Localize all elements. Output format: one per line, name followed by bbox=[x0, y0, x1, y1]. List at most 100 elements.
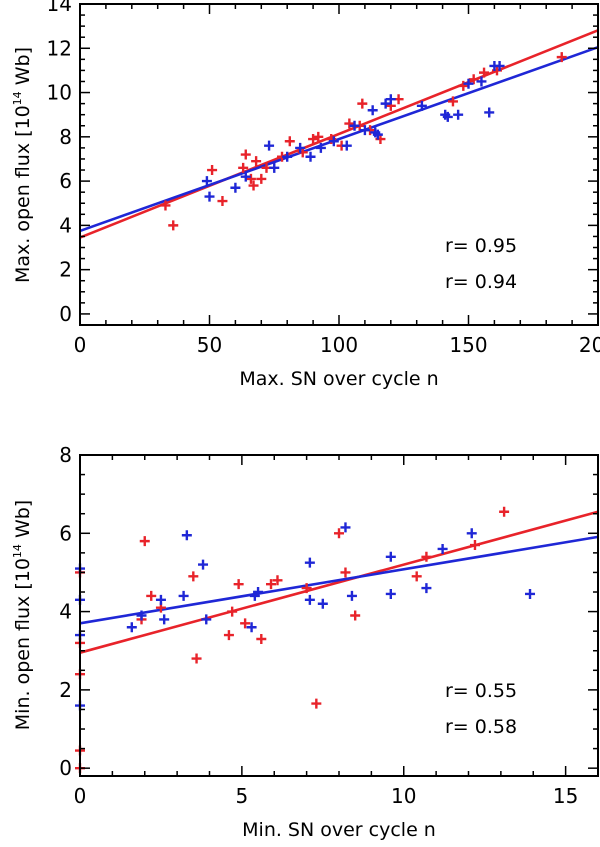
top-y-tick-label: 4 bbox=[59, 213, 72, 237]
bottom-x-tick-label: 10 bbox=[391, 784, 416, 808]
bottom-y-axis-label: Min. open flux [1014 Wb] bbox=[11, 500, 34, 730]
bottom-point-red-6 bbox=[139, 536, 150, 547]
bottom-point-blue-11 bbox=[201, 614, 212, 625]
top-point-blue-7 bbox=[295, 142, 306, 153]
bottom-x-tick-labels: 0 5 10 15 bbox=[74, 784, 579, 808]
bottom-y-tick-label: 8 bbox=[59, 443, 72, 467]
bottom-point-blue-4 bbox=[126, 622, 137, 633]
top-point-blue-9 bbox=[315, 142, 326, 153]
bottom-point-red-10 bbox=[191, 653, 202, 664]
top-y-tick-label: 8 bbox=[59, 125, 72, 149]
bottom-point-red-24 bbox=[421, 551, 432, 562]
bottom-point-blue-10 bbox=[198, 559, 209, 570]
top-point-blue-10 bbox=[328, 136, 339, 147]
bottom-point-red-23 bbox=[411, 571, 422, 582]
top-point-red-8 bbox=[251, 156, 262, 167]
bottom-point-blue-14 bbox=[253, 587, 264, 598]
top-point-red-3 bbox=[217, 196, 228, 207]
bottom-point-blue-18 bbox=[340, 522, 351, 533]
bottom-fit-line-red bbox=[79, 510, 599, 654]
top-point-blue-23 bbox=[463, 78, 474, 89]
top-x-axis-label: Max. SN over cycle n bbox=[239, 368, 438, 390]
bottom-point-red-18 bbox=[301, 583, 312, 594]
bottom-point-red-9 bbox=[188, 571, 199, 582]
top-point-blue-0 bbox=[201, 176, 212, 187]
bottom-point-blue-8 bbox=[178, 590, 189, 601]
top-point-blue-12 bbox=[349, 120, 360, 131]
top-point-red-9 bbox=[256, 173, 267, 184]
top-point-red-25 bbox=[447, 96, 458, 107]
bottom-x-tick-label: 5 bbox=[236, 784, 249, 808]
bottom-point-blue-5 bbox=[136, 610, 147, 621]
top-point-red-7 bbox=[248, 180, 259, 191]
top-point-red-4 bbox=[238, 162, 249, 173]
top-legend-red: r= 0.95 bbox=[445, 235, 517, 257]
top-x-tick-labels: 0 50 100 150 200 bbox=[74, 333, 600, 357]
bottom-ticks bbox=[79, 454, 599, 776]
top-point-red-18 bbox=[344, 118, 355, 129]
bottom-point-blue-21 bbox=[385, 588, 396, 599]
bottom-point-red-26 bbox=[499, 506, 510, 517]
bottom-point-red-12 bbox=[227, 606, 238, 617]
top-point-blue-24 bbox=[476, 76, 487, 87]
top-y-tick-label: 14 bbox=[47, 0, 72, 16]
bottom-x-axis-label: Min. SN over cycle n bbox=[242, 819, 436, 841]
top-y-tick-label: 12 bbox=[47, 36, 72, 60]
top-point-blue-4 bbox=[264, 140, 275, 151]
bottom-point-red-22 bbox=[350, 610, 361, 621]
top-point-red-14 bbox=[308, 134, 319, 145]
top-point-blue-16 bbox=[372, 129, 383, 140]
top-point-blue-22 bbox=[453, 109, 464, 120]
top-point-red-6 bbox=[245, 173, 256, 184]
top-fit-line-blue bbox=[79, 45, 599, 233]
top-point-blue-6 bbox=[282, 151, 293, 162]
bottom-fit-lines bbox=[79, 510, 599, 654]
top-point-blue-27 bbox=[494, 60, 505, 71]
bottom-point-blue-19 bbox=[346, 590, 357, 601]
bottom-point-red-14 bbox=[240, 618, 251, 629]
top-y-tick-label: 6 bbox=[59, 169, 72, 193]
bottom-point-blue-12 bbox=[246, 622, 257, 633]
top-x-tick-label: 150 bbox=[449, 333, 487, 357]
top-point-blue-14 bbox=[367, 105, 378, 116]
top-point-red-1 bbox=[168, 220, 179, 231]
bottom-y-tick-labels: 0 2 4 6 8 bbox=[59, 443, 72, 780]
bottom-point-red-7 bbox=[146, 590, 157, 601]
bottom-y-tick-label: 6 bbox=[59, 521, 72, 545]
top-point-red-5 bbox=[240, 149, 251, 160]
top-point-blue-2 bbox=[230, 182, 241, 193]
bottom-point-red-13 bbox=[233, 579, 244, 590]
bottom-point-blue-9 bbox=[181, 530, 192, 541]
bottom-point-red-15 bbox=[256, 633, 267, 644]
top-legend-blue: r= 0.94 bbox=[445, 271, 517, 293]
top-chart: 0 50 100 150 200 0 2 4 6 8 10 12 14 Max. SN over cy… bbox=[11, 0, 600, 390]
top-x-tick-label: 100 bbox=[320, 333, 358, 357]
bottom-point-blue-6 bbox=[155, 594, 166, 605]
bottom-point-blue-17 bbox=[317, 598, 328, 609]
top-point-red-0 bbox=[160, 200, 171, 211]
bottom-x-tick-label: 0 bbox=[74, 784, 87, 808]
top-point-blue-5 bbox=[269, 162, 280, 173]
top-point-red-2 bbox=[207, 165, 218, 176]
bottom-point-red-11 bbox=[223, 630, 234, 641]
top-y-tick-label: 2 bbox=[59, 258, 72, 282]
top-x-tick-label: 50 bbox=[197, 333, 222, 357]
top-point-blue-25 bbox=[484, 107, 495, 118]
bottom-point-red-25 bbox=[469, 540, 480, 551]
bottom-point-blue-23 bbox=[437, 543, 448, 554]
top-point-red-20 bbox=[357, 98, 368, 109]
top-x-tick-label: 200 bbox=[579, 333, 600, 357]
top-y-tick-label: 10 bbox=[47, 81, 72, 105]
top-point-blue-18 bbox=[385, 94, 396, 105]
top-point-blue-19 bbox=[416, 100, 427, 111]
bottom-fit-line-blue bbox=[79, 535, 599, 625]
bottom-point-blue-25 bbox=[525, 588, 536, 599]
bottom-legend-blue: r= 0.58 bbox=[445, 716, 517, 738]
bottom-x-tick-label: 15 bbox=[553, 784, 578, 808]
top-ticks bbox=[79, 3, 599, 325]
top-point-blue-1 bbox=[204, 191, 215, 202]
top-point-blue-8 bbox=[305, 151, 316, 162]
bottom-point-blue-7 bbox=[159, 614, 170, 625]
top-point-blue-11 bbox=[341, 140, 352, 151]
